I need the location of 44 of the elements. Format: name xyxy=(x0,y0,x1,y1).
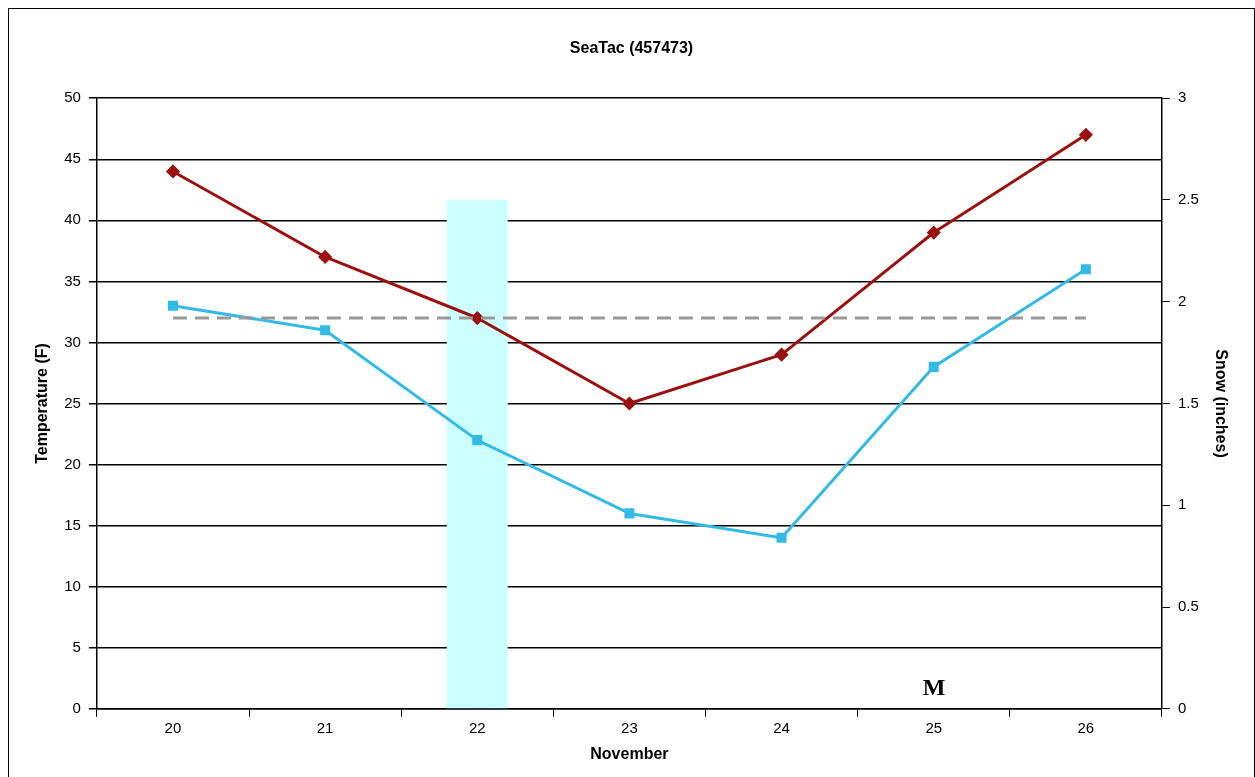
y-axis-title: Temperature (F) xyxy=(33,343,51,464)
y-tick-label: 35 xyxy=(64,271,81,289)
point xyxy=(166,164,180,178)
point xyxy=(622,397,636,410)
chart-title: SeaTac (457473) xyxy=(569,39,694,57)
y2-tick-label: 2 xyxy=(1177,291,1187,309)
y-tick-label: 0 xyxy=(72,698,81,716)
point xyxy=(1079,128,1093,142)
y-tick-label: 10 xyxy=(64,576,81,594)
point xyxy=(624,508,635,519)
point xyxy=(320,325,331,336)
point xyxy=(927,226,941,240)
point xyxy=(775,348,789,362)
y-tick-label: 20 xyxy=(64,454,81,472)
y2-tick-label: 0.5 xyxy=(1177,597,1199,615)
point xyxy=(318,250,332,264)
x-tick-label: 22 xyxy=(468,718,486,736)
point xyxy=(470,311,484,325)
x-tick-label: 25 xyxy=(925,718,943,736)
point xyxy=(928,361,939,372)
y-tick-label: 50 xyxy=(64,88,81,106)
y-tick-label: 40 xyxy=(64,210,81,228)
x-axis-title: November xyxy=(590,744,669,762)
x-tick-label: 20 xyxy=(164,718,182,736)
x-tick-label: 21 xyxy=(316,718,334,736)
annotation: M xyxy=(922,674,946,700)
y2-tick-label: 2.5 xyxy=(1177,190,1199,208)
x-tick-label: 23 xyxy=(621,718,638,736)
x-tick-label: 26 xyxy=(1077,718,1095,736)
point xyxy=(167,300,178,311)
y-tick-label: 30 xyxy=(64,332,81,350)
y2-tick-label: 0 xyxy=(1177,698,1187,716)
y2-tick-label: 1 xyxy=(1177,495,1187,513)
y-tick-label: 5 xyxy=(72,637,81,655)
y-tick-label: 45 xyxy=(64,149,81,167)
y2-tick-label: 3 xyxy=(1177,88,1187,106)
x-tick-label: 24 xyxy=(773,718,790,736)
y2-axis-title: Snow (inches) xyxy=(1212,349,1230,458)
y2-tick-label: 1.5 xyxy=(1177,393,1199,411)
point xyxy=(1080,264,1091,275)
point xyxy=(776,532,787,543)
point xyxy=(472,435,483,446)
y-tick-label: 15 xyxy=(64,515,81,533)
y-tick-label: 25 xyxy=(64,393,81,411)
